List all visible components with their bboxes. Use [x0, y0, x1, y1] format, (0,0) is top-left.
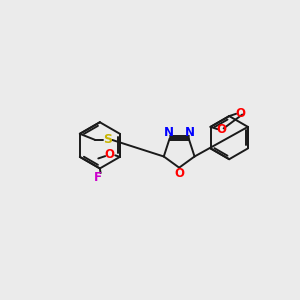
Text: O: O [104, 148, 114, 161]
Text: O: O [216, 123, 226, 136]
Text: F: F [94, 171, 101, 184]
Text: O: O [235, 107, 245, 120]
Text: S: S [103, 134, 112, 146]
Text: N: N [184, 126, 194, 139]
Text: O: O [174, 167, 184, 180]
Text: N: N [164, 126, 174, 139]
